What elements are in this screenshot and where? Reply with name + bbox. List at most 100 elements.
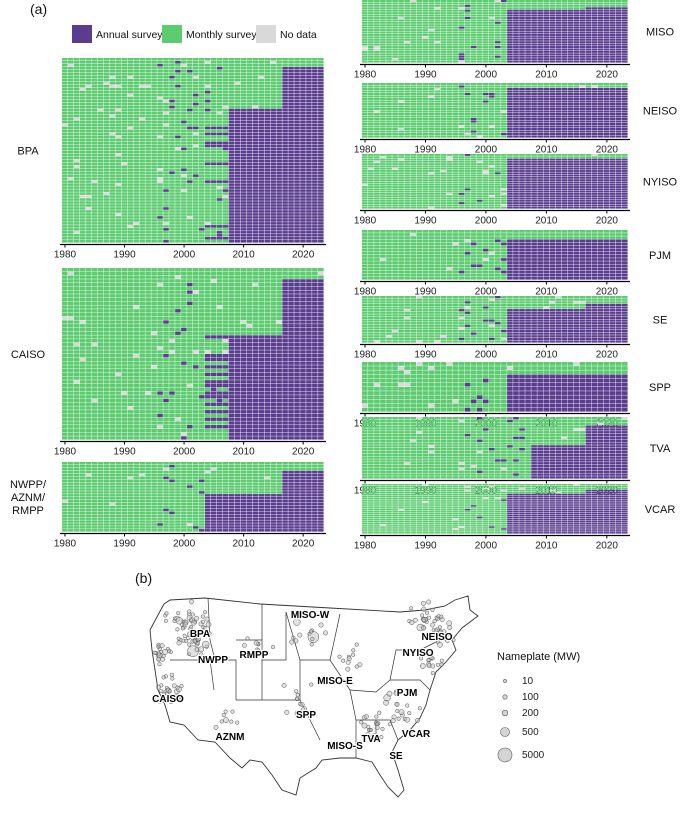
x-tick-label: 1980 [54, 250, 77, 261]
cell [216, 324, 223, 328]
cell [216, 135, 223, 139]
cell [163, 473, 169, 477]
cell [91, 111, 98, 115]
cell [276, 156, 282, 160]
cell [276, 432, 282, 436]
cell [294, 425, 300, 429]
cell [198, 135, 205, 139]
cell [169, 135, 175, 139]
cell [306, 339, 312, 343]
cell [300, 290, 306, 294]
cell [73, 376, 80, 380]
cell [85, 114, 92, 118]
cell [306, 132, 312, 136]
cell [294, 312, 300, 317]
x-tick-label: 1990 [113, 447, 136, 458]
cell [216, 327, 223, 332]
cell [204, 135, 211, 139]
cell [306, 159, 312, 163]
cell [91, 282, 98, 287]
cell [187, 339, 193, 343]
cell [318, 361, 324, 365]
cell [85, 228, 92, 231]
cell [300, 150, 306, 154]
cell [198, 470, 205, 474]
cell [62, 305, 68, 309]
cell [318, 105, 324, 109]
cell [169, 231, 175, 234]
cell [139, 126, 145, 130]
cell [252, 361, 259, 365]
cell [228, 350, 235, 354]
cell [187, 428, 193, 433]
cell [264, 350, 270, 354]
cell [79, 216, 86, 219]
cell [121, 93, 128, 97]
cell [264, 93, 270, 97]
cell [157, 237, 163, 240]
cell [282, 171, 288, 174]
cell [133, 240, 139, 243]
cell [175, 120, 181, 124]
cell [246, 417, 253, 421]
cell [193, 189, 199, 192]
cell [193, 99, 199, 103]
cell [181, 372, 187, 377]
cell [133, 183, 139, 186]
cell [62, 165, 68, 168]
cell [270, 436, 276, 440]
cell [91, 117, 98, 121]
cell [312, 153, 318, 157]
cell [151, 339, 157, 343]
cell [318, 320, 324, 324]
cell [115, 207, 122, 210]
cell [282, 406, 288, 410]
cell [193, 126, 199, 130]
cell [210, 305, 217, 309]
cell [234, 436, 241, 440]
cell [270, 117, 276, 121]
cell [97, 192, 104, 195]
cell [246, 406, 253, 410]
cell [151, 66, 157, 70]
cell [306, 96, 312, 100]
cell [264, 342, 270, 347]
cell [187, 301, 193, 305]
cell [198, 228, 205, 231]
cell [204, 467, 211, 471]
cell [240, 406, 247, 410]
cell [79, 186, 86, 189]
cell [312, 327, 318, 332]
cell [306, 165, 312, 168]
cell [175, 316, 181, 320]
cell [282, 108, 288, 112]
cell [306, 406, 312, 410]
cell [85, 225, 92, 228]
cell [222, 413, 229, 418]
cell [306, 153, 312, 157]
cell [193, 174, 199, 177]
cell [151, 102, 157, 106]
cell [133, 432, 139, 436]
cell [115, 365, 122, 369]
cell [306, 183, 312, 186]
cell [145, 195, 151, 198]
cell [181, 324, 187, 328]
cell [91, 301, 98, 305]
cell [294, 331, 300, 335]
cell [109, 135, 116, 139]
cell [204, 159, 211, 163]
cell [91, 234, 98, 237]
cell [62, 58, 68, 61]
cell [306, 129, 312, 133]
cell [216, 219, 223, 222]
cell [198, 309, 205, 313]
cell [276, 96, 282, 100]
cell [294, 342, 300, 347]
cell [240, 398, 247, 403]
cell [300, 96, 306, 100]
cell [318, 117, 324, 121]
cell [103, 286, 110, 291]
cell [163, 75, 169, 79]
cell [306, 279, 312, 283]
